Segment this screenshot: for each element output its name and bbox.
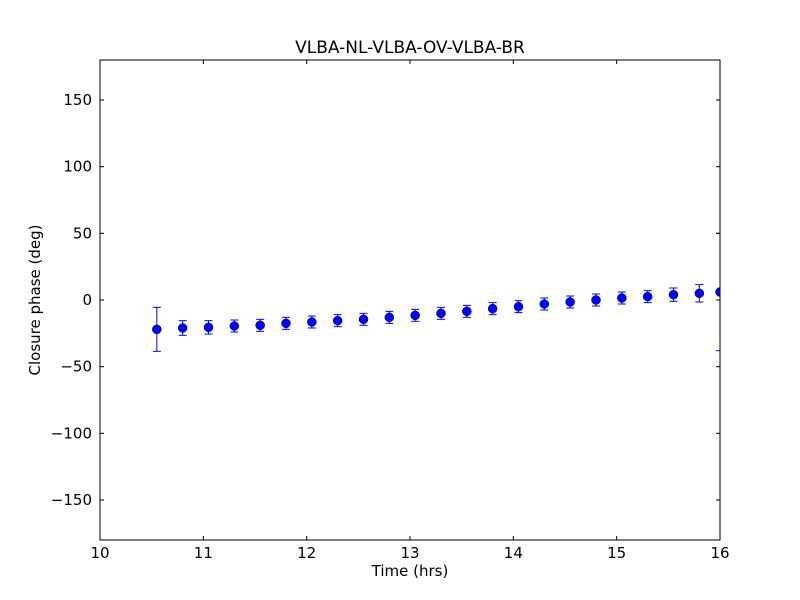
data-point (513, 301, 524, 312)
data-point (539, 299, 550, 309)
data-point (281, 318, 291, 329)
data-point (642, 291, 653, 302)
x-tick-label: 11 (194, 544, 213, 562)
data-point (715, 287, 720, 297)
data-point (487, 303, 498, 314)
y-tick-label: 150 (63, 91, 92, 109)
data-point (591, 295, 601, 305)
x-tick-label: 10 (90, 544, 109, 562)
data-point (358, 314, 369, 325)
y-tick-label: 50 (73, 224, 92, 242)
x-axis-label: Time (hrs) (371, 562, 449, 580)
data-point (436, 308, 446, 319)
data-point (462, 306, 472, 317)
y-tick-label: −150 (51, 491, 92, 509)
y-tick-label: 0 (82, 291, 92, 309)
data-point (617, 293, 627, 303)
x-tick-label: 13 (400, 544, 419, 562)
data-point (307, 317, 317, 327)
data-point (152, 324, 162, 335)
y-axis: 150 100 50 0 −50 −100 −150 (51, 91, 720, 509)
y-tick-label: −100 (51, 424, 92, 442)
x-axis: 10 11 12 13 14 15 16 (90, 60, 730, 562)
data-point (229, 321, 240, 331)
data-point (384, 312, 395, 323)
data-point (694, 288, 705, 299)
data-point (203, 322, 214, 333)
x-tick-label: 14 (504, 544, 523, 562)
data-point (332, 315, 343, 326)
x-tick-label: 16 (710, 544, 729, 562)
data-point (668, 289, 679, 300)
data-point (410, 310, 420, 321)
y-axis-label: Closure phase (deg) (26, 225, 44, 376)
x-tick-label: 12 (297, 544, 316, 562)
data-layer (152, 232, 720, 352)
y-tick-label: −50 (60, 358, 92, 376)
y-tick-label: 100 (63, 158, 92, 176)
data-point (177, 323, 188, 333)
data-point (565, 297, 575, 307)
x-tick-label: 15 (607, 544, 626, 562)
chart-title: VLBA-NL-VLBA-OV-VLBA-BR (295, 38, 525, 58)
data-point (255, 320, 265, 331)
